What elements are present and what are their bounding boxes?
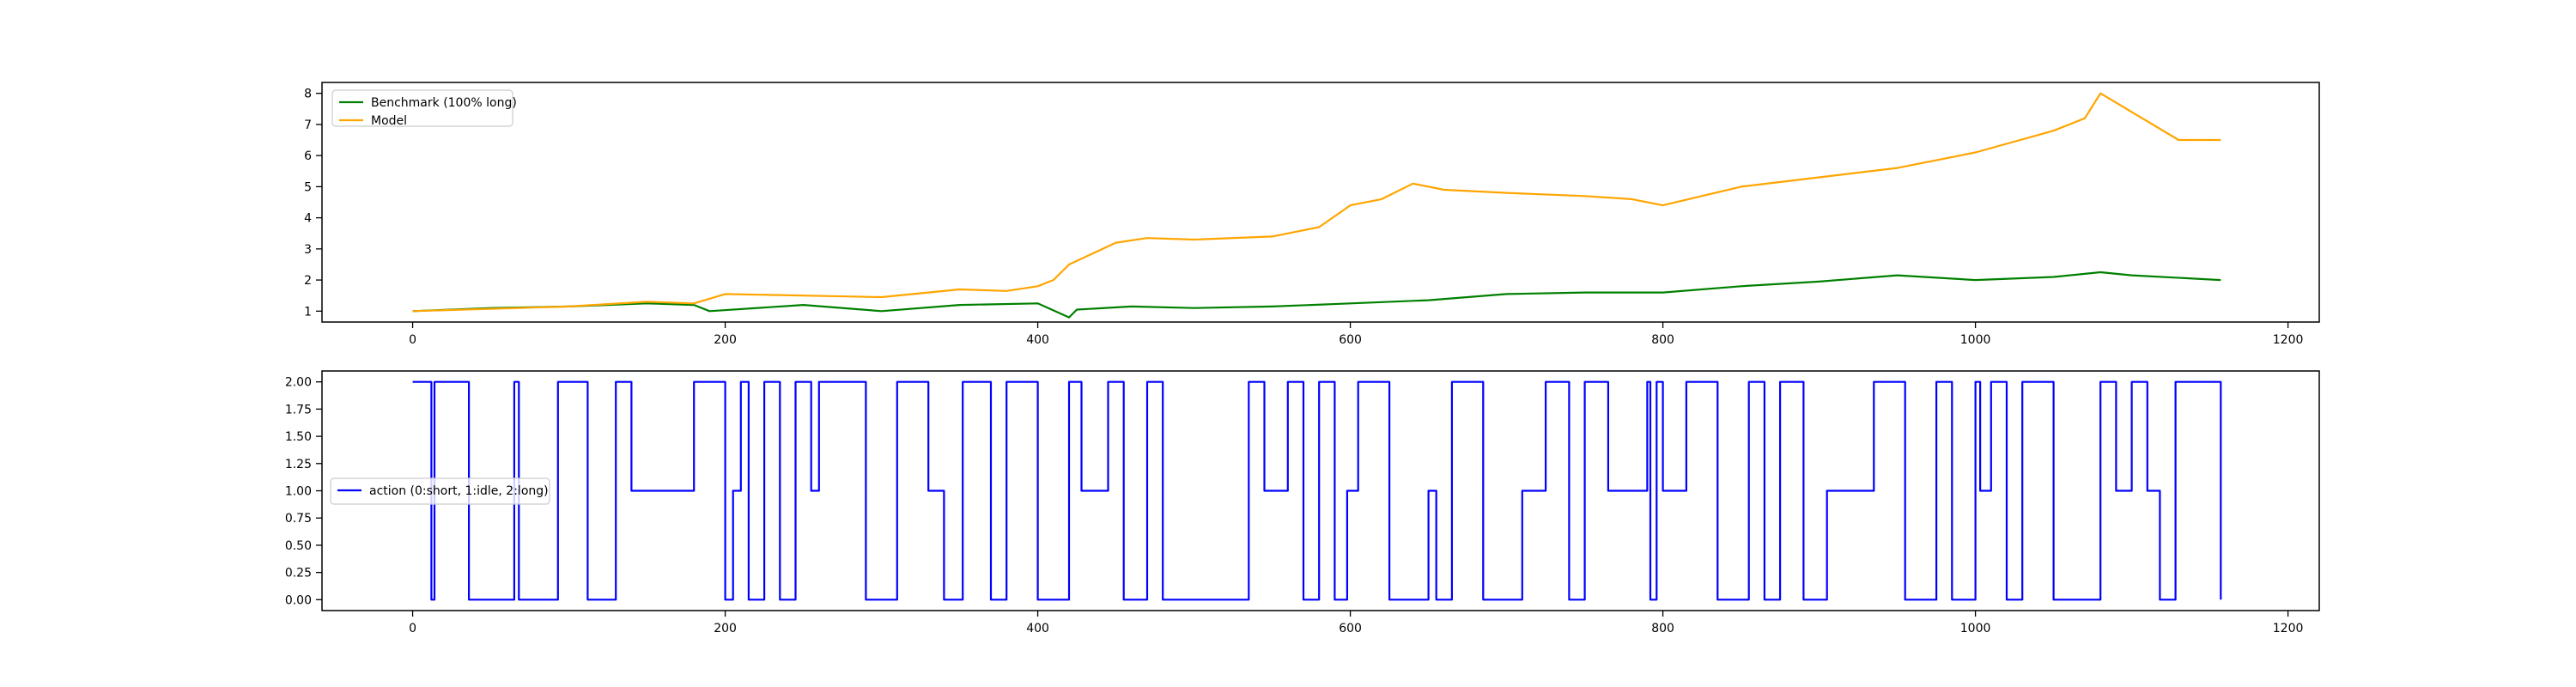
x-tick-label: 0	[409, 333, 416, 347]
y-tick-label: 1	[304, 305, 312, 319]
legend: action (0:short, 1:idle, 2:long)	[330, 477, 550, 505]
y-tick-label: 7	[304, 119, 312, 132]
x-tick-label: 800	[1651, 333, 1674, 347]
y-tick-label: 0.25	[285, 567, 312, 581]
x-tick-label: 0	[409, 622, 416, 635]
legend-label: action (0:short, 1:idle, 2:long)	[369, 484, 549, 498]
top-chart-axes: 0 200 400 600 800 1000 1200 1 2 3 4 5 6 7 8 Benchmark (…	[304, 82, 2320, 347]
x-tick-label: 200	[714, 333, 737, 347]
x-tick-label: 400	[1026, 622, 1049, 635]
y-tick-label: 6	[304, 149, 312, 163]
y-tick-label: 4	[304, 212, 312, 226]
legend-label: Benchmark (100% long)	[371, 96, 517, 110]
bottom-chart-axes: 0 200 400 600 800 1000 1200 0.00 0.25 0.50 0.75 1.0…	[285, 370, 2320, 635]
x-tick-label: 1000	[1960, 622, 1991, 635]
legend-frame	[331, 89, 513, 127]
y-tick-label: 2.00	[285, 376, 312, 390]
x-tick-label: 400	[1026, 333, 1049, 347]
x-tick-label: 600	[1339, 333, 1362, 347]
y-tick-label: 3	[304, 243, 312, 257]
legend: Benchmark (100% long) Model	[331, 89, 517, 128]
y-tick-label: 0.50	[285, 539, 312, 553]
legend-label: Model	[371, 114, 407, 128]
x-tick-label: 1200	[2273, 333, 2304, 347]
y-tick-label: 0.75	[285, 512, 312, 526]
y-tick-label: 2	[304, 274, 312, 288]
legend-frame	[330, 477, 550, 505]
y-tick-label: 0.00	[285, 593, 312, 607]
plot-frame	[321, 82, 2320, 323]
x-tick-label: 200	[714, 622, 737, 635]
y-tick-label: 1.00	[285, 485, 312, 499]
y-tick-label: 5	[304, 180, 312, 194]
x-tick-label: 600	[1339, 622, 1362, 635]
series-line-model	[412, 92, 2221, 313]
y-tick-label: 1.50	[285, 430, 312, 444]
series-line-action	[412, 380, 2222, 601]
x-tick-label: 1000	[1960, 333, 1991, 347]
y-tick-label: 1.75	[285, 403, 312, 416]
x-tick-label: 800	[1651, 622, 1674, 635]
y-tick-label: 8	[304, 88, 312, 101]
y-tick-label: 1.25	[285, 458, 312, 471]
x-tick-label: 1200	[2273, 622, 2304, 635]
series-line-benchmark	[412, 271, 2221, 319]
